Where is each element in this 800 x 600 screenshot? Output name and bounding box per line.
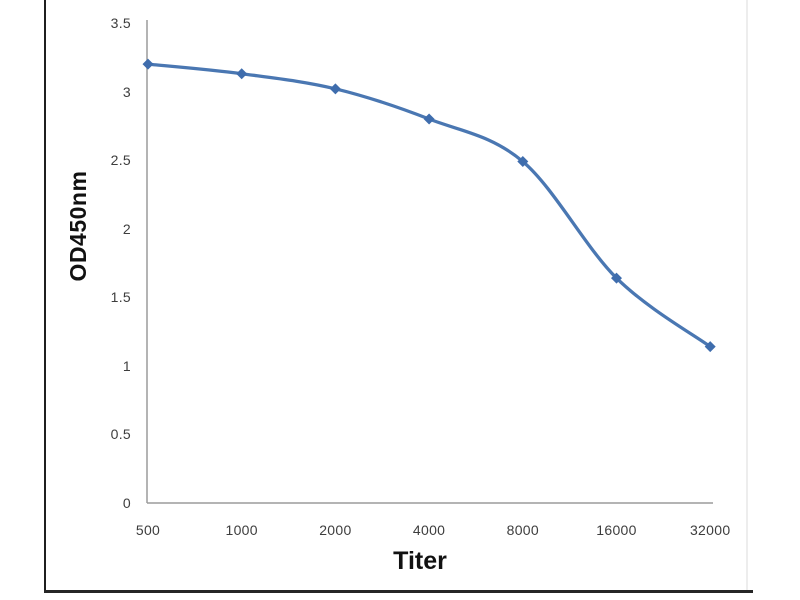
y-axis-tick-label: 1.5 (110, 289, 131, 306)
x-axis-tick-label: 2000 (319, 522, 352, 538)
y-axis-tick-label: 0.5 (110, 426, 131, 443)
data-point-marker (423, 113, 435, 125)
data-series-line (146, 62, 712, 349)
x-axis-tick-label: 4000 (412, 522, 446, 538)
data-point-marker (704, 341, 716, 353)
data-point-marker (329, 83, 341, 95)
data-point-marker (517, 156, 529, 168)
y-axis-tick-label: 3 (122, 83, 131, 100)
x-axis-tick-label: 16000 (596, 522, 637, 538)
frame-right-border (746, 0, 748, 590)
frame-bottom-border (44, 590, 753, 593)
x-axis-tick-label: 500 (135, 522, 161, 538)
x-axis-tick-label: 1000 (225, 522, 258, 538)
y-axis-tick-label: 0 (122, 495, 131, 511)
data-point-marker (611, 272, 622, 284)
y-axis-tick-label: 2.5 (110, 152, 131, 169)
frame-left-border (44, 0, 46, 592)
x-axis-tick-label: 32000 (689, 522, 731, 538)
y-axis-tick-label: 1 (122, 357, 131, 374)
data-series-markers (142, 58, 716, 353)
y-axis-tick-label: 3.5 (110, 15, 131, 31)
x-axis-title: Titer (393, 547, 447, 575)
x-axis-tick-label: 8000 (506, 522, 539, 538)
y-axis-tick-label: 2 (122, 220, 131, 237)
data-point-marker (142, 58, 154, 70)
data-point-marker (236, 68, 248, 80)
